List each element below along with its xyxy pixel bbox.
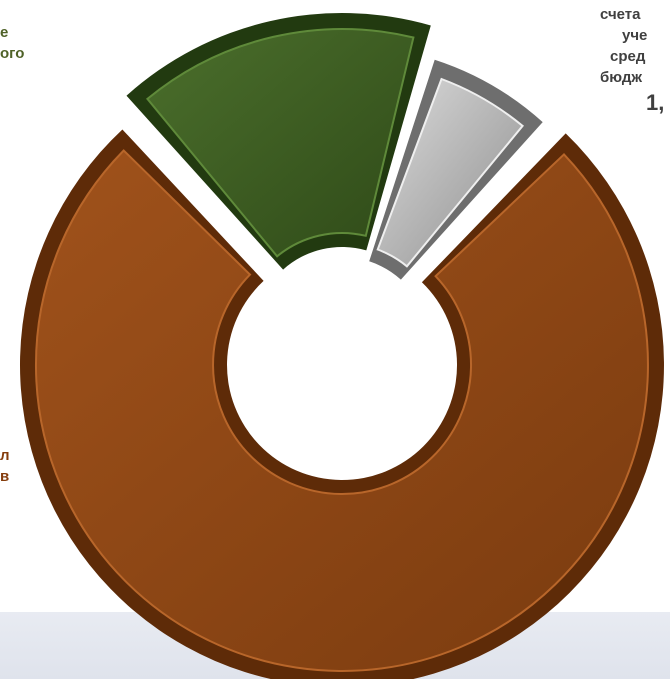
slice-label-brown-line-1: л [0, 447, 10, 464]
slice-label-gray-line-1: счета [600, 6, 641, 23]
slice-label-gray: счета уче сред бюдж 1, [600, 4, 664, 118]
slice-label-brown-line-2: в [0, 468, 10, 485]
slice-gray-face [376, 77, 525, 268]
slice-label-gray-line-4: бюдж [600, 69, 643, 86]
slice-value-gray: 1, [646, 90, 665, 115]
slice-label-green-line-1: е [0, 24, 9, 41]
slice-brown-face [35, 149, 649, 672]
slice-label-brown: л в [0, 445, 10, 487]
slice-label-green: е ого [0, 22, 24, 64]
slice-label-gray-line-3: сред [610, 48, 646, 65]
slice-green-face [145, 28, 415, 258]
slice-label-green-line-2: ого [0, 45, 25, 62]
slice-label-gray-line-2: уче [622, 27, 648, 44]
